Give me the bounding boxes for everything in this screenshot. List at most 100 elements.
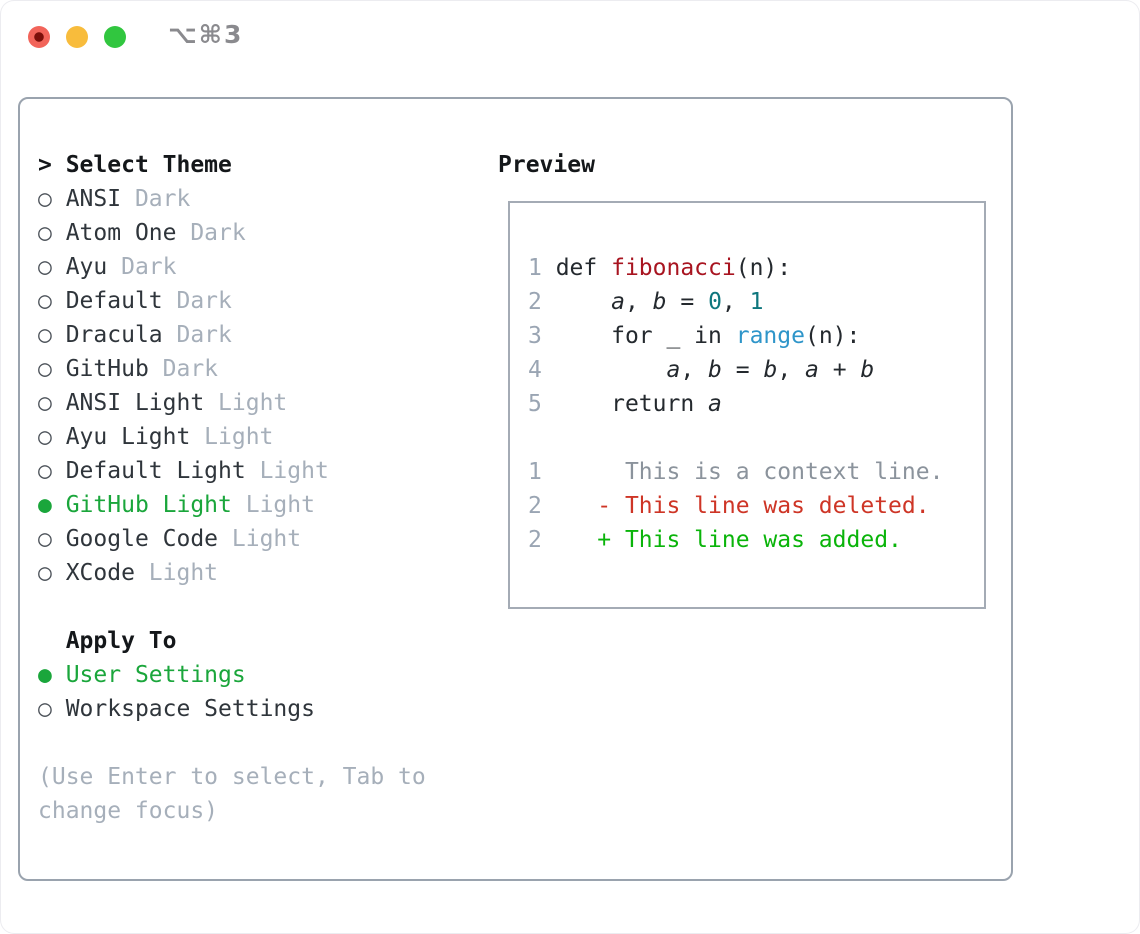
theme-option-xcode[interactable]: ○ XCode Light [38,556,426,590]
radio-icon: ○ [38,560,52,586]
code-token-variable: b [860,357,875,383]
theme-variant: Dark [121,254,177,280]
code-token-variable: b [763,357,778,383]
code-token-variable: a [805,357,819,383]
code-token-line-number: 1 [528,459,556,485]
radio-icon: ○ [38,526,52,552]
code-token-line-number: 2 [528,289,556,315]
code-token-number: 0 [708,289,722,315]
theme-name: Atom One [65,220,177,246]
code-token-code: , [721,289,750,315]
code-token-code [556,357,667,383]
theme-name: GitHub Light [65,492,232,518]
zoom-button[interactable] [104,26,126,48]
theme-option-ayu-light[interactable]: ○ Ayu Light Light [38,420,426,454]
radio-icon: ○ [38,458,52,484]
theme-name: Google Code [65,526,219,552]
code-token-code: = [666,289,709,315]
apply-option-user-settings[interactable]: ● User Settings [38,658,426,692]
code-token-added: + This line was added. [555,527,902,553]
code-line: 3 for _ in range(n): [528,319,984,353]
radio-icon: ○ [38,186,52,212]
code-token-code: return [555,391,709,417]
theme-name: Default Light [65,458,246,484]
theme-variant: Light [259,458,329,484]
theme-variant: Light [204,424,274,450]
theme-variant: Dark [176,322,232,348]
radio-icon: ○ [38,254,52,280]
theme-list: > Select Theme ○ ANSI Dark ○ Atom One Dark ○ A… [38,148,426,828]
preview-title: Preview [498,152,595,178]
theme-option-ayu-dark[interactable]: ○ Ayu Dark [38,250,426,284]
keyboard-hint-line1: (Use Enter to select, Tab to [38,764,426,790]
code-token-variable: a [708,391,722,417]
code-token-line-number: 2 [528,527,556,553]
theme-variant: Light [148,560,219,586]
close-button[interactable] [28,26,50,48]
code-line: 1 def fibonacci(n): [528,251,984,285]
theme-option-default-dark[interactable]: ○ Default Dark [38,284,426,318]
spacer [38,590,426,624]
radio-icon: ○ [38,424,52,450]
theme-option-google-code[interactable]: ○ Google Code Light [38,522,426,556]
code-token-context: This is a context line. [555,459,944,485]
window-title: ⌥⌘3 [168,20,244,49]
code-token-code: + [818,357,861,383]
theme-option-ansi-light[interactable]: ○ ANSI Light Light [38,386,426,420]
code-line: 5 return a [528,387,984,421]
theme-option-github-light[interactable]: ● GitHub Light Light [38,488,426,522]
radio-icon: ○ [38,696,52,722]
theme-name: GitHub [65,356,149,382]
radio-icon: ○ [38,322,52,348]
theme-name: ANSI Light [65,390,205,416]
code-token-line-number: 1 [528,255,556,281]
code-token-line-number: 3 [528,323,556,349]
radio-icon: ○ [38,390,52,416]
theme-variant: Dark [176,288,232,314]
theme-option-github-dark[interactable]: ○ GitHub Dark [38,352,426,386]
theme-name: Ayu [65,254,108,280]
code-token-builtin: range [735,323,805,349]
code-token-variable: b [652,289,667,315]
radio-selected-icon: ● [38,662,52,688]
code-token-deleted: - This line was deleted. [555,493,930,519]
code-line: 2 a, b = 0, 1 [528,285,984,319]
theme-option-ansi-dark[interactable]: ○ ANSI Dark [38,182,426,216]
theme-option-atom-one-dark[interactable]: ○ Atom One Dark [38,216,426,250]
code-line: 1 This is a context line. [528,455,984,489]
code-token-variable: a [611,289,625,315]
section-title: Apply To [65,628,177,654]
radio-icon: ○ [38,356,52,382]
code-token-code: , [680,357,709,383]
apply-option-label: User Settings [65,662,246,688]
select-theme-header: > Select Theme [38,148,426,182]
apply-to-header: Apply To [38,624,426,658]
code-token-code: def [555,255,612,281]
theme-name: Ayu Light [65,424,191,450]
code-token-code [556,289,611,315]
minimize-button[interactable] [66,26,88,48]
code-token-code: (n): [804,323,861,349]
code-token-variable: b [708,357,722,383]
code-line: 2 + This line was added. [528,523,984,557]
code-line: 2 - This line was deleted. [528,489,984,523]
apply-option-workspace-settings[interactable]: ○ Workspace Settings [38,692,426,726]
theme-variant: Dark [134,186,191,212]
theme-option-dracula-dark[interactable]: ○ Dracula Dark [38,318,426,352]
code-token-variable: a [666,357,681,383]
theme-variant: Light [218,390,288,416]
radio-icon: ○ [38,288,52,314]
radio-selected-icon: ● [38,492,52,518]
theme-variant: Light [245,492,315,518]
radio-icon: ○ [38,220,52,246]
code-token-code: for _ in [555,323,736,349]
code-line [528,421,984,455]
keyboard-hint-line2: change focus) [38,798,219,824]
theme-variant: Dark [162,356,219,382]
theme-option-default-light[interactable]: ○ Default Light Light [38,454,426,488]
theme-name: Default [65,288,163,314]
section-title: Select Theme [65,152,232,178]
